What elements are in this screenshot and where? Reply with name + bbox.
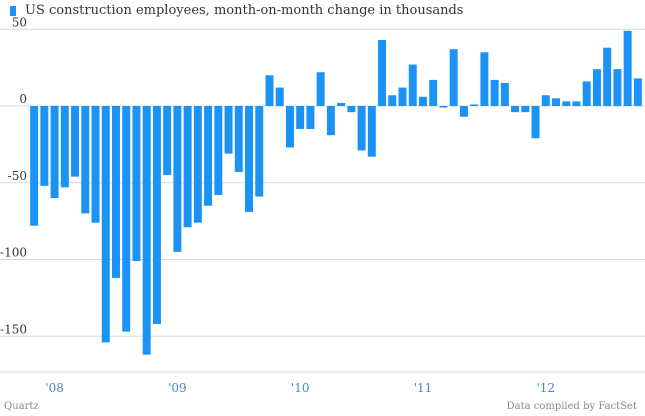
y-tick-label: -100 (0, 246, 27, 260)
bar (541, 95, 550, 106)
bar (347, 106, 356, 113)
bar (439, 106, 448, 108)
bar (71, 106, 80, 177)
x-tick-label: '08 (45, 381, 64, 395)
bar (357, 106, 366, 151)
y-tick-label: -150 (0, 322, 27, 336)
y-tick-label: 0 (19, 92, 27, 106)
bar (163, 106, 172, 176)
bar (234, 106, 243, 172)
bar (408, 64, 417, 107)
bar (633, 78, 642, 106)
chart-legend: US construction employees, month-on-mont… (10, 3, 463, 18)
x-tick-label: '09 (168, 381, 187, 395)
bar (245, 106, 254, 212)
x-tick-label: '10 (291, 381, 310, 395)
footer-source-left: Quartz (4, 401, 39, 412)
bar (275, 87, 284, 106)
bar (552, 98, 561, 106)
bar (418, 96, 427, 106)
bar (592, 69, 601, 106)
bar (470, 104, 479, 106)
bar (582, 81, 591, 106)
bar (101, 106, 110, 343)
bar (459, 106, 468, 117)
bar (613, 69, 622, 106)
bar (50, 106, 59, 199)
bar (40, 106, 49, 186)
bar (316, 72, 325, 106)
bar-layer (30, 30, 642, 355)
bar (30, 106, 39, 226)
bar (490, 79, 499, 106)
bar (193, 106, 202, 223)
bar (603, 47, 612, 106)
bar (173, 106, 182, 252)
bar (81, 106, 90, 214)
bar (388, 95, 397, 106)
bar (224, 106, 233, 154)
bar (306, 106, 315, 130)
bar (296, 106, 305, 130)
x-tick-label: '11 (414, 381, 433, 395)
bar (398, 87, 407, 106)
bar (152, 106, 161, 324)
bar (285, 106, 294, 148)
bar (378, 40, 387, 106)
bar (265, 75, 274, 106)
y-tick-label: -50 (8, 169, 27, 183)
bar (429, 79, 438, 106)
x-tick-label: '12 (536, 381, 555, 395)
bar (521, 106, 530, 113)
bar (111, 106, 120, 278)
bar (500, 82, 509, 106)
bar (449, 49, 458, 106)
bar (142, 106, 151, 355)
bar (326, 106, 335, 136)
bar (91, 106, 100, 223)
label-layer: 50 0 -50 -100 -150 '08 '09 '10 '11 '12 (0, 15, 555, 395)
bar (623, 30, 632, 106)
bar (480, 52, 489, 106)
y-tick-label: 50 (12, 15, 27, 29)
bar (572, 101, 581, 106)
bar (183, 106, 192, 228)
bar (255, 106, 264, 197)
chart-title: US construction employees, month-on-mont… (25, 3, 464, 18)
bar (511, 106, 520, 113)
bar (60, 106, 69, 188)
bar (531, 106, 540, 139)
bar (214, 106, 223, 196)
footer-source-right: Data compiled by FactSet (506, 401, 637, 412)
bar (367, 106, 376, 157)
bar (562, 101, 571, 106)
bar (204, 106, 213, 206)
legend-swatch (10, 5, 16, 16)
bar (132, 106, 141, 262)
bar (337, 102, 346, 106)
bar (122, 106, 131, 332)
